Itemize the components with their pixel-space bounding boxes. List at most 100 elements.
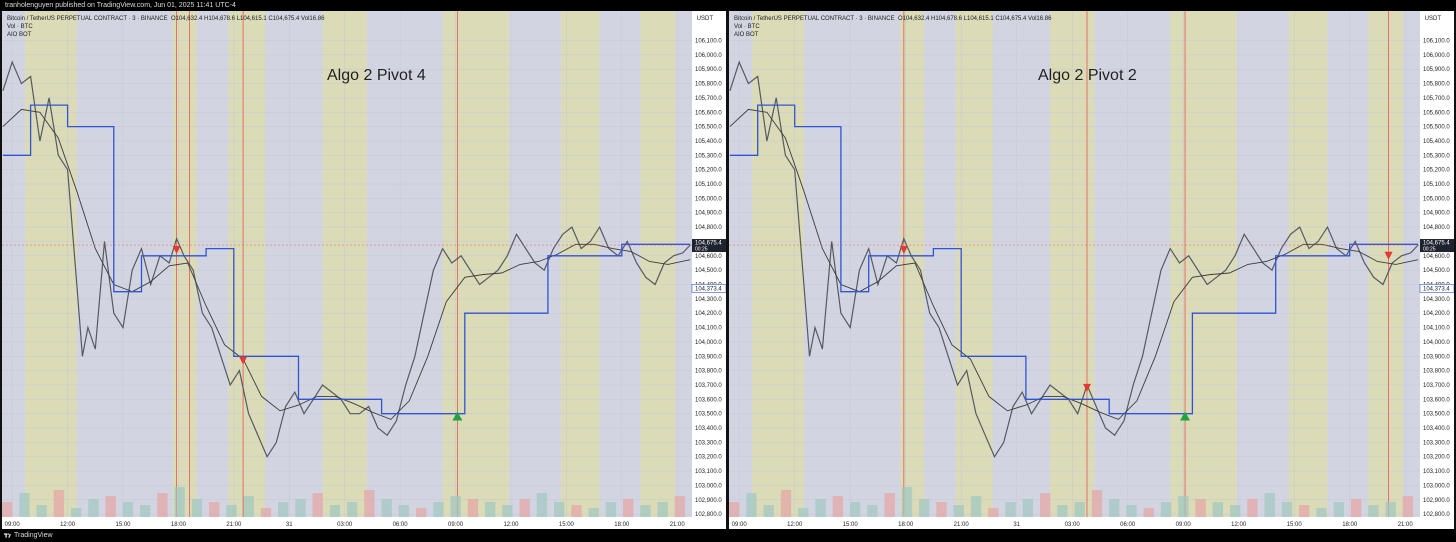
volume-bar [815,499,826,517]
price-axis [692,11,726,529]
time-axis [2,517,692,529]
volume-bar [485,502,496,517]
symbol-title[interactable]: Bitcoin / TetherUS PERPETUAL CONTRACT · … [734,16,895,22]
line-value: 104,373.4 [695,286,722,292]
y-tick-label: 105,600.0 [1423,110,1450,116]
volume-bar [1281,502,1293,517]
y-tick-label: 103,600.0 [1423,397,1450,403]
volume-bar [780,490,792,517]
volume-bar [1178,496,1189,517]
y-tick-label: 103,700.0 [695,383,722,389]
chart-canvas[interactable]: 106,100.0 106,000.0 105,900.0 105,800.0 105,… [729,11,1454,529]
chart-canvas[interactable]: 106,100.0 106,000.0 105,900.0 105,800.0 105,… [2,11,726,529]
volume-bar [536,493,548,517]
volume-bar [19,493,30,517]
currency-badge[interactable]: USDT [693,14,716,24]
ohlc-values: O104,632.4 H104,678.6 L104,615.1 C104,67… [897,16,1052,22]
footer-brand: TradingView [14,532,53,539]
volume-bar [140,505,151,517]
y-tick-label: 104,300.0 [695,297,722,303]
volume-bar [571,505,582,517]
y-tick-label: 106,100.0 [1423,39,1450,45]
y-tick-label: 103,100.0 [1423,469,1450,475]
volume-bar [433,502,444,517]
indicator-label[interactable]: AIO BOT [734,32,759,38]
sell-signal-marker [899,246,908,255]
volume-bar [450,496,461,517]
y-tick-label: 105,500.0 [1423,125,1450,131]
volume-bar [1022,499,1034,517]
volume-label[interactable]: Vol · BTC [734,24,760,30]
y-tick-label: 104,500.0 [695,268,722,274]
volume-bar [1143,508,1154,517]
x-tick-label: 12:00 [787,522,803,528]
sell-signal-marker [172,246,181,255]
volume-bar [746,493,757,517]
volume-bar [243,496,254,517]
currency-badge[interactable]: USDT [1421,14,1444,24]
y-tick-label: 102,900.0 [695,498,722,504]
y-tick-label: 102,800.0 [1423,512,1450,518]
volume-bar [398,505,410,517]
volume-bar [1039,493,1051,517]
x-tick-label: 18:00 [1342,522,1358,528]
sell-signal-marker [239,356,248,365]
y-tick-label: 105,300.0 [695,153,722,159]
y-tick-label: 106,100.0 [695,39,722,45]
line-value-tag [1419,284,1454,293]
symbol-title[interactable]: Bitcoin / TetherUS PERPETUAL CONTRACT · … [7,16,168,22]
volume-bar [832,496,844,517]
volume-bar [191,499,203,517]
y-tick-label: 104,900.0 [1423,211,1450,217]
y-tick-label: 102,900.0 [1423,498,1450,504]
y-tick-label: 103,000.0 [1423,483,1450,489]
y-tick-label: 103,900.0 [1423,354,1450,360]
time-axis [729,517,1420,529]
chart-panel-left[interactable]: Bitcoin / TetherUS PERPETUAL CONTRACT · … [2,11,726,529]
volume-label[interactable]: Vol · BTC [7,24,33,30]
volume-bar [936,502,947,517]
volume-bar [798,508,809,517]
chart-panel-right[interactable]: Bitcoin / TetherUS PERPETUAL CONTRACT · … [729,11,1454,529]
indicator-label[interactable]: AIO BOT [7,32,32,38]
ohlc-values: O104,632.4 H104,678.6 L104,615.1 C104,67… [170,16,325,22]
volume-bar [1126,505,1137,517]
chart-legend: Bitcoin / TetherUS PERPETUAL CONTRACT · … [7,15,324,39]
volume-bar [1247,499,1258,517]
moving-average-line [2,108,691,420]
pivot-stepline [729,104,1419,415]
volume-bar [519,499,530,517]
volume-bar [605,502,617,517]
volume-bar [1350,499,1362,517]
y-tick-label: 102,800.0 [695,512,722,518]
volume-bar [295,499,306,517]
volume-bar [970,496,982,517]
x-tick-label: 06:00 [393,522,409,528]
x-tick-label: 21:00 [1398,522,1414,528]
x-tick-label: 31 [286,522,293,528]
x-tick-label: 31 [1013,522,1020,528]
volume-bar [640,505,651,517]
x-tick-label: 09:00 [732,522,748,528]
y-tick-label: 104,900.0 [695,211,722,217]
y-tick-label: 105,600.0 [695,110,722,116]
y-tick-label: 105,800.0 [695,82,722,88]
x-tick-label: 15:00 [1287,522,1303,528]
x-tick-label: 12:00 [60,522,76,528]
x-tick-label: 12:00 [503,522,519,528]
volume-bar [1229,505,1241,517]
y-tick-label: 105,200.0 [695,168,722,174]
volume-bar [1057,505,1068,517]
y-tick-label: 105,100.0 [695,182,722,188]
y-tick-label: 103,200.0 [1423,455,1450,461]
buy-signal-marker [1180,411,1191,421]
buy-signal-marker [452,411,463,421]
y-tick-label: 103,400.0 [1423,426,1450,432]
chart-annotation: Algo 2 Pivot 2 [1038,67,1137,84]
volume-bar [919,499,930,517]
x-tick-label: 09:00 [448,522,464,528]
volume-bar [502,505,513,517]
x-tick-label: 18:00 [898,522,914,528]
last-price-value: 104,675.4 [695,241,722,247]
volume-bar [1074,502,1085,517]
